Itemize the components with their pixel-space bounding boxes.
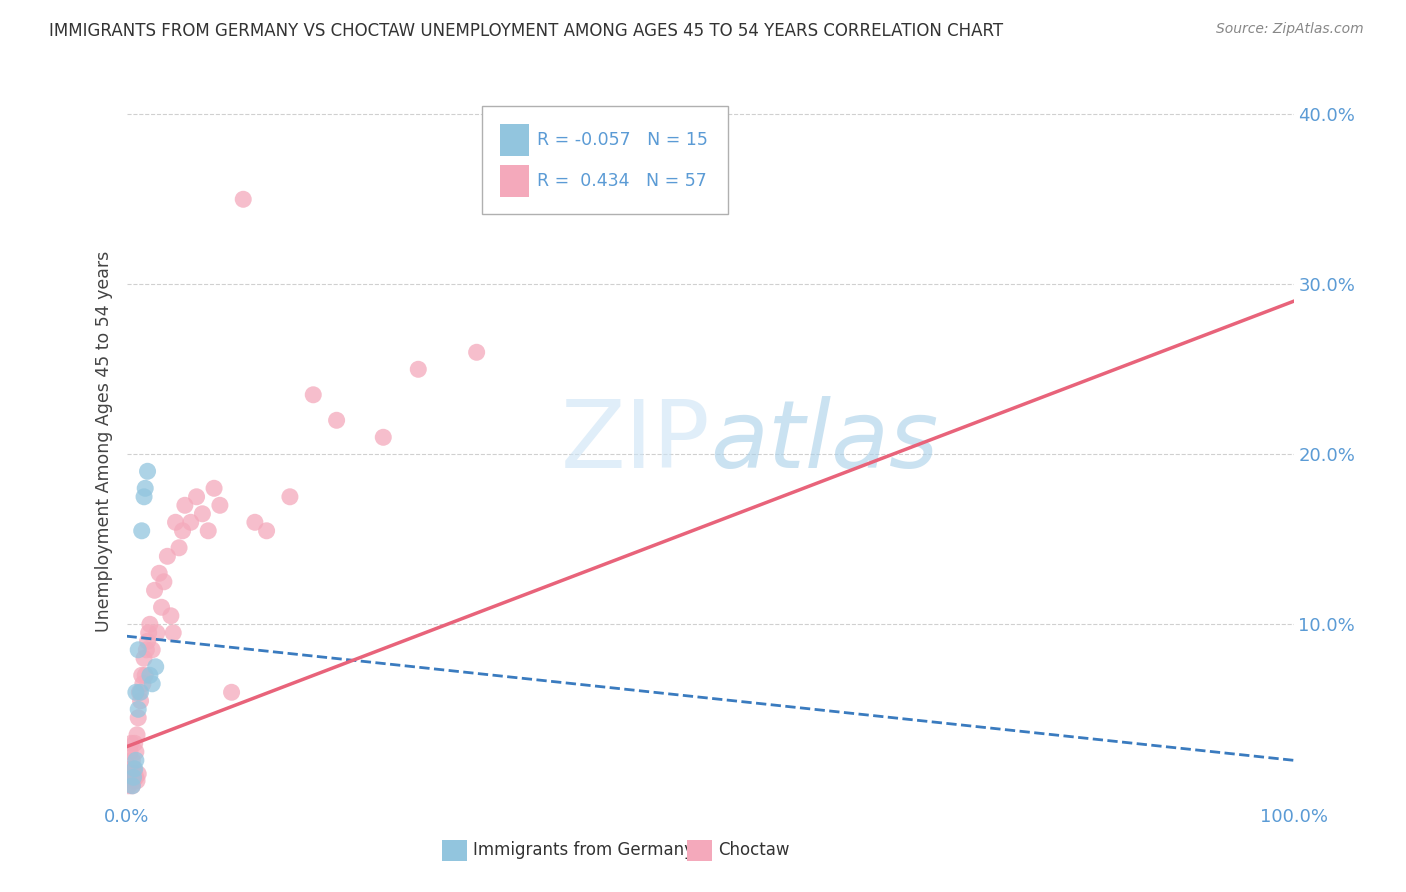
Point: [160, 608, 183, 623]
Text: R =  0.434   N = 57: R = 0.434 N = 57: [537, 172, 707, 190]
Point: [118, 770, 141, 784]
Point: [141, 642, 163, 657]
Point: [174, 498, 197, 512]
Point: [143, 583, 166, 598]
Point: [148, 566, 170, 581]
Point: [120, 762, 142, 776]
Point: [121, 753, 143, 767]
Text: Immigrants from Germany: Immigrants from Germany: [474, 841, 695, 860]
Point: [125, 745, 148, 759]
Point: [121, 779, 143, 793]
Point: [124, 762, 146, 776]
Point: [124, 736, 146, 750]
Point: [136, 634, 159, 648]
Point: [125, 728, 148, 742]
Point: [162, 625, 184, 640]
FancyBboxPatch shape: [686, 840, 713, 861]
Point: [129, 694, 152, 708]
Point: [121, 770, 143, 784]
Point: [125, 773, 148, 788]
Point: [131, 668, 153, 682]
Point: [122, 770, 145, 784]
Point: [465, 345, 488, 359]
Text: IMMIGRANTS FROM GERMANY VS CHOCTAW UNEMPLOYMENT AMONG AGES 45 TO 54 YEARS CORREL: IMMIGRANTS FROM GERMANY VS CHOCTAW UNEMP…: [49, 22, 1004, 40]
Point: [408, 362, 430, 376]
Point: [125, 770, 148, 784]
Point: [165, 516, 187, 530]
Point: [122, 762, 145, 776]
Point: [127, 642, 149, 657]
Point: [132, 490, 155, 504]
Y-axis label: Unemployment Among Ages 45 to 54 years: Unemployment Among Ages 45 to 54 years: [94, 251, 112, 632]
Point: [138, 625, 160, 640]
Point: [127, 702, 149, 716]
Point: [134, 668, 156, 682]
Point: [221, 685, 243, 699]
Point: [197, 524, 219, 538]
Text: atlas: atlas: [710, 396, 938, 487]
Point: [167, 541, 190, 555]
Point: [125, 685, 148, 699]
FancyBboxPatch shape: [482, 105, 727, 214]
Point: [127, 767, 149, 781]
Point: [191, 507, 214, 521]
Point: [135, 642, 157, 657]
Point: [153, 574, 176, 589]
Text: R = -0.057   N = 15: R = -0.057 N = 15: [537, 131, 709, 149]
Text: Source: ZipAtlas.com: Source: ZipAtlas.com: [1216, 22, 1364, 37]
Point: [208, 498, 231, 512]
Point: [134, 481, 156, 495]
Point: [141, 677, 163, 691]
Point: [122, 773, 145, 788]
Point: [373, 430, 395, 444]
Point: [120, 736, 142, 750]
Point: [132, 651, 155, 665]
FancyBboxPatch shape: [501, 165, 529, 197]
Point: [232, 192, 254, 206]
Point: [121, 779, 143, 793]
Point: [150, 600, 173, 615]
Point: [132, 677, 155, 691]
Point: [118, 745, 141, 759]
Point: [146, 625, 169, 640]
Point: [180, 516, 202, 530]
Point: [124, 767, 146, 781]
Point: [139, 668, 162, 682]
Point: [202, 481, 225, 495]
FancyBboxPatch shape: [501, 124, 529, 156]
Point: [128, 685, 150, 699]
Point: [325, 413, 347, 427]
Point: [243, 516, 266, 530]
Point: [125, 753, 148, 767]
Point: [127, 711, 149, 725]
Text: ZIP: ZIP: [561, 395, 710, 488]
FancyBboxPatch shape: [441, 840, 467, 861]
Text: Choctaw: Choctaw: [718, 841, 790, 860]
Point: [156, 549, 179, 564]
Point: [302, 388, 325, 402]
Point: [136, 464, 159, 478]
Point: [278, 490, 301, 504]
Point: [129, 685, 152, 699]
Point: [172, 524, 194, 538]
Point: [145, 660, 167, 674]
Point: [139, 617, 162, 632]
Point: [256, 524, 278, 538]
Point: [118, 779, 141, 793]
Point: [131, 524, 153, 538]
Point: [186, 490, 208, 504]
